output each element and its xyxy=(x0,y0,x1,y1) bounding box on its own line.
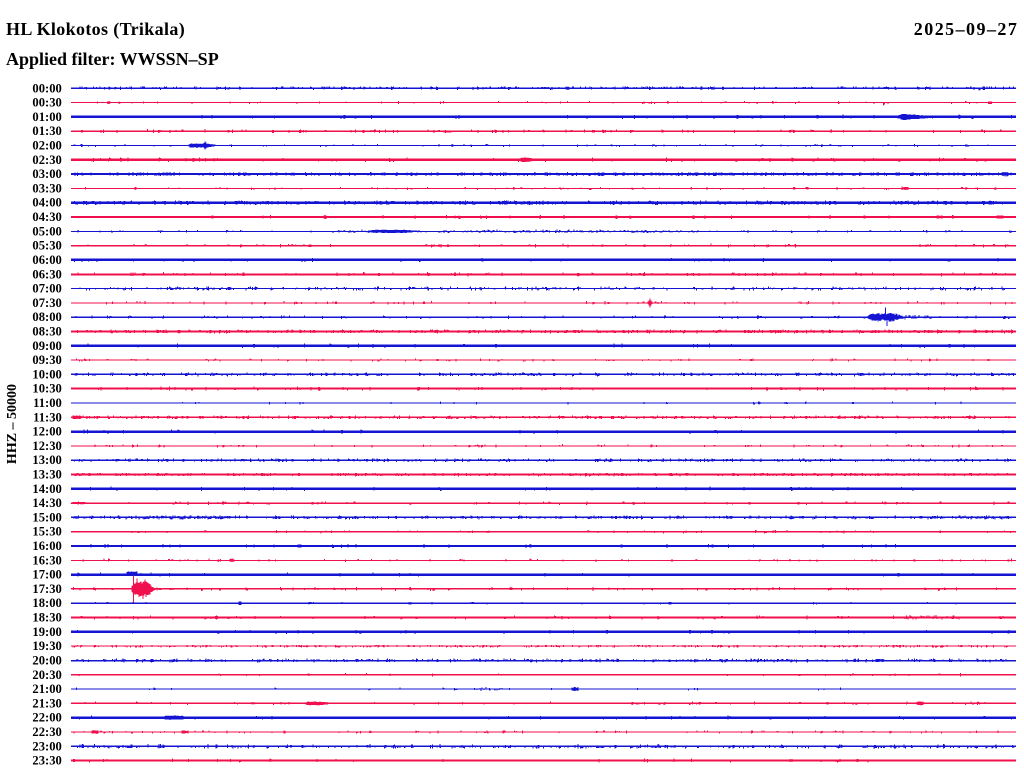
svg-text:08:00: 08:00 xyxy=(32,310,61,324)
svg-text:13:00: 13:00 xyxy=(32,453,61,467)
svg-text:02:00: 02:00 xyxy=(32,139,61,153)
svg-text:18:00: 18:00 xyxy=(32,596,61,610)
svg-text:16:00: 16:00 xyxy=(32,539,61,553)
svg-text:08:30: 08:30 xyxy=(32,325,61,339)
svg-text:00:00: 00:00 xyxy=(32,81,61,95)
svg-text:HL Klokotos (Trikala): HL Klokotos (Trikala) xyxy=(6,19,185,40)
svg-text:03:30: 03:30 xyxy=(32,181,61,195)
svg-text:00:30: 00:30 xyxy=(32,96,61,110)
svg-text:04:30: 04:30 xyxy=(32,210,61,224)
svg-text:16:30: 16:30 xyxy=(32,553,61,567)
svg-text:17:00: 17:00 xyxy=(32,568,61,582)
svg-text:20:00: 20:00 xyxy=(32,654,61,668)
svg-text:21:00: 21:00 xyxy=(32,682,61,696)
svg-text:12:00: 12:00 xyxy=(32,425,61,439)
svg-text:10:00: 10:00 xyxy=(32,367,61,381)
svg-text:17:30: 17:30 xyxy=(32,582,61,596)
svg-text:11:00: 11:00 xyxy=(33,396,62,410)
svg-text:05:30: 05:30 xyxy=(32,239,61,253)
svg-text:10:30: 10:30 xyxy=(32,382,61,396)
svg-text:04:00: 04:00 xyxy=(32,196,61,210)
svg-text:05:00: 05:00 xyxy=(32,224,61,238)
svg-text:01:00: 01:00 xyxy=(32,110,61,124)
svg-text:19:30: 19:30 xyxy=(32,639,61,653)
svg-text:06:30: 06:30 xyxy=(32,267,61,281)
svg-text:14:00: 14:00 xyxy=(32,482,61,496)
svg-text:03:00: 03:00 xyxy=(32,167,61,181)
svg-text:02:30: 02:30 xyxy=(32,153,61,167)
svg-text:18:30: 18:30 xyxy=(32,611,61,625)
svg-text:19:00: 19:00 xyxy=(32,625,61,639)
svg-text:20:30: 20:30 xyxy=(32,668,61,682)
svg-text:2025–09–27: 2025–09–27 xyxy=(914,19,1019,39)
svg-text:15:30: 15:30 xyxy=(32,525,61,539)
svg-text:07:00: 07:00 xyxy=(32,282,61,296)
svg-text:Applied filter: WWSSN–SP: Applied filter: WWSSN–SP xyxy=(6,49,219,69)
svg-text:06:00: 06:00 xyxy=(32,253,61,267)
svg-text:09:00: 09:00 xyxy=(32,339,61,353)
svg-text:22:30: 22:30 xyxy=(32,725,61,739)
svg-text:23:30: 23:30 xyxy=(32,754,61,768)
svg-text:21:30: 21:30 xyxy=(32,696,61,710)
svg-text:HHZ – 50000: HHZ – 50000 xyxy=(5,384,20,464)
svg-text:01:30: 01:30 xyxy=(32,124,61,138)
svg-text:15:00: 15:00 xyxy=(32,510,61,524)
svg-text:14:30: 14:30 xyxy=(32,496,61,510)
svg-text:09:30: 09:30 xyxy=(32,353,61,367)
svg-text:23:00: 23:00 xyxy=(32,739,61,753)
svg-text:07:30: 07:30 xyxy=(32,296,61,310)
svg-text:11:30: 11:30 xyxy=(33,410,62,424)
svg-text:12:30: 12:30 xyxy=(32,439,61,453)
svg-text:22:00: 22:00 xyxy=(32,711,61,725)
svg-text:13:30: 13:30 xyxy=(32,468,61,482)
